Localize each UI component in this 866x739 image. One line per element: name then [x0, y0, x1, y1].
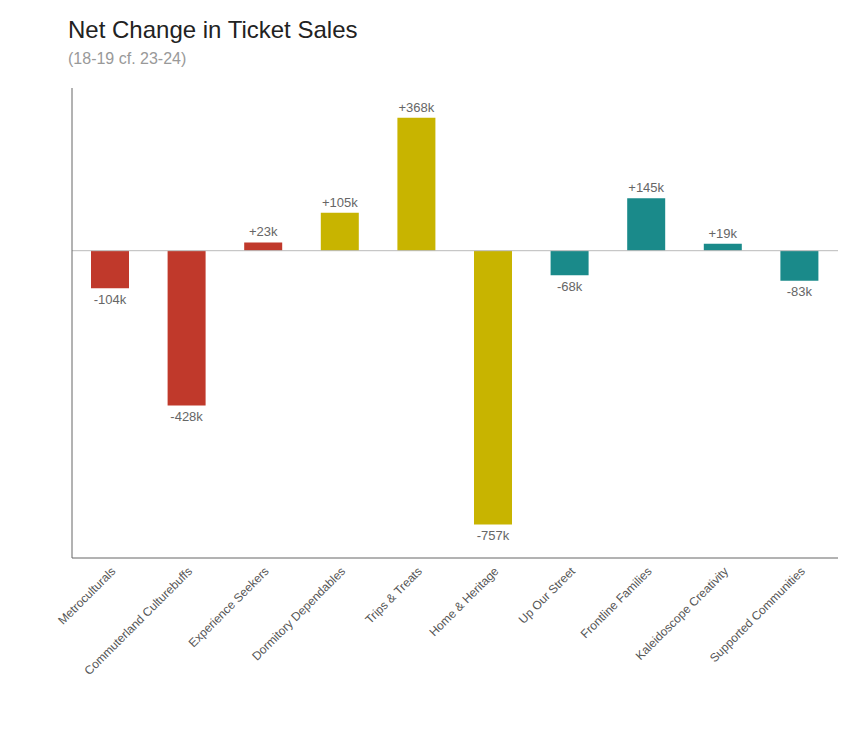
svg-text:+368k: +368k [399, 100, 435, 115]
svg-text:Home & Heritage: Home & Heritage [426, 564, 501, 639]
html-text:(18-19 cf. 23-24): (18-19 cf. 23-24) [68, 50, 187, 67]
svg-text:-428k: -428k [170, 409, 203, 424]
svg-text:+145k: +145k [628, 180, 664, 195]
svg-text:Frontline Families: Frontline Families [578, 564, 655, 641]
svg-text:Up Our Street: Up Our Street [516, 564, 579, 627]
svg-text:Experience Seekers: Experience Seekers [186, 564, 272, 650]
svg-text:-757k: -757k [477, 528, 510, 543]
svg-text:+23k: +23k [249, 224, 278, 239]
svg-text:-104k: -104k [94, 292, 127, 307]
svg-text:+19k: +19k [709, 226, 738, 241]
svg-text:Dormitory Dependables: Dormitory Dependables [249, 564, 348, 663]
svg-text:Trips & Treats: Trips & Treats [362, 564, 424, 626]
svg-text:Supported Communities: Supported Communities [707, 564, 808, 665]
svg-text:-83k: -83k [787, 284, 813, 299]
svg-text:Metroculturals: Metroculturals [55, 564, 118, 627]
svg-text:Commuterland Culturebuffs: Commuterland Culturebuffs [82, 564, 196, 678]
svg-text:-68k: -68k [557, 279, 583, 294]
html-text:Net Change in Ticket Sales: Net Change in Ticket Sales [68, 16, 358, 43]
svg-text:+105k: +105k [322, 195, 358, 210]
svg-text:Kaleidoscope Creativity: Kaleidoscope Creativity [632, 564, 732, 663]
